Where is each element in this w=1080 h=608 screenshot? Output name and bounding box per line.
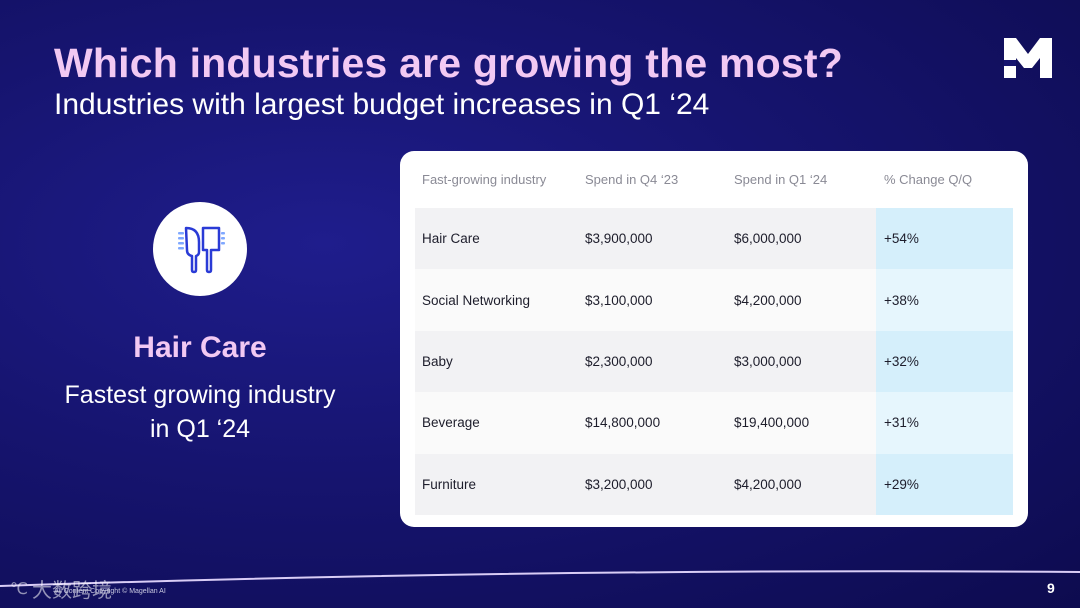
- header-change: % Change Q/Q: [884, 172, 973, 187]
- decorative-wave: [0, 570, 1080, 587]
- table-row: Hair Care $3,900,000 $6,000,000 +54%: [415, 208, 1013, 270]
- industry-cell: Furniture: [422, 476, 477, 492]
- page-number: 9: [1047, 580, 1055, 596]
- change-cell: +31%: [876, 392, 1013, 454]
- spend-q4-cell: $3,100,000: [585, 292, 653, 308]
- table-header-row: Fast-growing industry Spend in Q4 ‘23 Sp…: [415, 151, 1013, 208]
- table-body: Hair Care $3,900,000 $6,000,000 +54% Soc…: [415, 208, 1013, 515]
- industry-cell: Beverage: [422, 415, 480, 431]
- spend-q4-cell: $3,200,000: [585, 476, 653, 492]
- industry-cell: Hair Care: [422, 231, 480, 247]
- spend-q1-cell: $4,200,000: [734, 476, 802, 492]
- header-spend-q4: Spend in Q4 ‘23: [585, 172, 679, 187]
- table-row: Baby $2,300,000 $3,000,000 +32%: [415, 330, 1013, 393]
- hero-description: Fastest growing industry in Q1 ‘24: [64, 381, 336, 443]
- slide-title: Which industries are growing the most?: [54, 40, 843, 86]
- watermark: ℃ 大数跨境: [10, 574, 112, 603]
- spend-q1-cell: $6,000,000: [734, 231, 802, 247]
- spend-q1-cell: $3,000,000: [734, 353, 802, 369]
- industry-table-card: Fast-growing industry Spend in Q4 ‘23 Sp…: [400, 151, 1028, 527]
- watermark-logo-icon: ℃: [10, 580, 28, 598]
- magellan-logo-icon: [1004, 38, 1052, 78]
- header-industry: Fast-growing industry: [422, 172, 547, 187]
- change-cell: +32%: [876, 330, 1013, 393]
- spend-q1-cell: $4,200,000: [734, 292, 802, 308]
- spend-q4-cell: $2,300,000: [585, 353, 653, 369]
- slide-subtitle: Industries with largest budget increases…: [54, 88, 710, 121]
- table-row: Beverage $14,800,000 $19,400,000 +31%: [415, 392, 1013, 454]
- table-row: Furniture $3,200,000 $4,200,000 +29%: [415, 453, 1013, 515]
- industry-cell: Social Networking: [422, 292, 531, 308]
- comb-icon-graphic: [178, 226, 225, 274]
- spend-q1-cell: $19,400,000: [734, 415, 810, 431]
- table-row: Social Networking $3,100,000 $4,200,000 …: [415, 269, 1013, 331]
- change-cell: +38%: [876, 269, 1013, 331]
- comb-icon: [153, 202, 247, 296]
- change-cell: +29%: [876, 453, 1013, 515]
- header-spend-q1: Spend in Q1 ‘24: [734, 172, 828, 187]
- copyright-footer: All Content Copyright © Magellan AI: [54, 588, 166, 595]
- spend-q4-cell: $3,900,000: [585, 231, 653, 247]
- industry-cell: Baby: [422, 353, 453, 369]
- spend-q4-cell: $14,800,000: [585, 415, 661, 431]
- watermark-text: 大数跨境: [31, 580, 112, 602]
- change-cell: +54%: [876, 208, 1013, 270]
- hero-industry-name: Hair Care: [133, 331, 267, 364]
